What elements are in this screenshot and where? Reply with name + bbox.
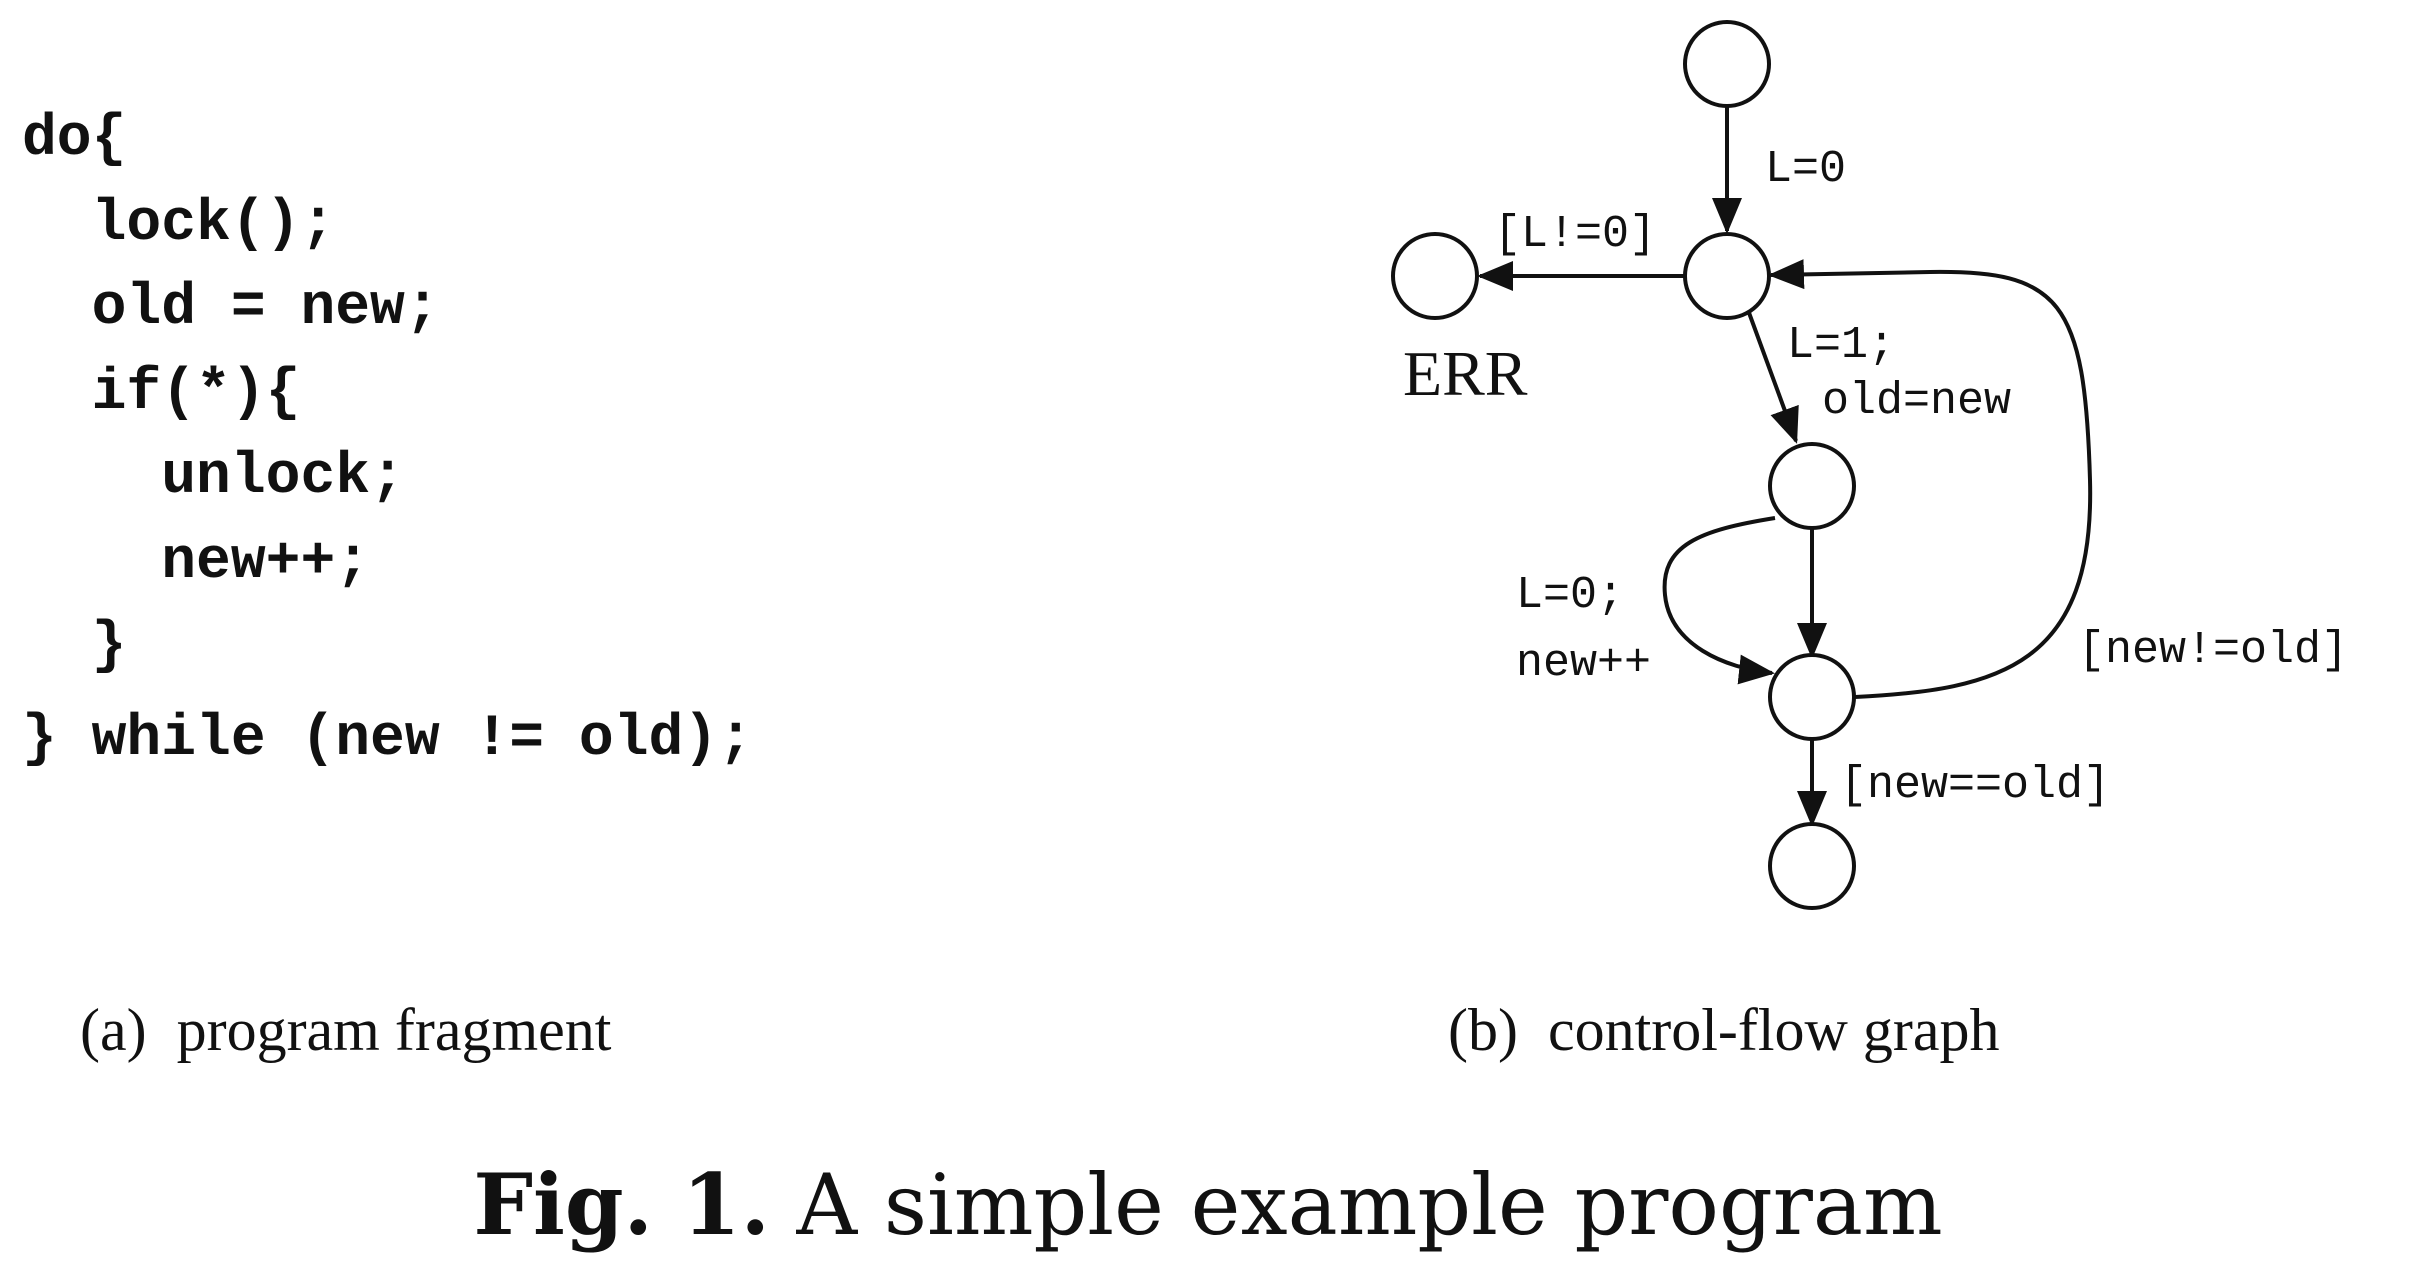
code-line: lock();: [22, 191, 336, 257]
edge-label-error: [L!=0]: [1494, 209, 1656, 260]
edge-lock: [1746, 309, 1799, 444]
figure-title: A simple example program: [796, 1156, 1943, 1254]
figure-label: Fig. 1.: [473, 1155, 770, 1254]
program-fragment-code: do{ lock(); old = new; if(*){ unlock; ne…: [22, 98, 753, 782]
node-loop-head: [1683, 232, 1771, 320]
edge-loop-back: [1768, 259, 2093, 699]
edge-label-exit: [new==old]: [1840, 760, 2110, 811]
control-flow-graph: ERR L=0 [L!=0] L=1; old=new L=0; new++ […: [1391, 20, 2348, 910]
code-line: do{: [22, 107, 127, 172]
edge-label-init: L=0: [1765, 144, 1846, 195]
err-label: ERR: [1403, 338, 1528, 409]
node-error: [1391, 232, 1479, 320]
code-line: if(*){: [22, 360, 301, 426]
code-line: old = new;: [22, 276, 440, 341]
edge-label-unlock-1: L=0;: [1516, 570, 1624, 621]
edge-label-unlock-2: new++: [1516, 638, 1651, 689]
code-line: new++;: [22, 529, 371, 595]
node-exit: [1768, 822, 1856, 910]
subcaption-a: (a) program fragment: [80, 997, 612, 1063]
edge-label-loop-back: [new!=old]: [2078, 625, 2348, 676]
code-line: }: [22, 614, 127, 679]
subcaption-b: (b) control-flow graph: [1448, 997, 2000, 1063]
edge-unlock: [1662, 516, 1776, 685]
code-line: unlock;: [22, 445, 405, 510]
figure-caption: Fig. 1. A simple example program: [0, 1155, 2416, 1254]
edge-label-lock-1: L=1;: [1787, 320, 1895, 371]
edge-label-lock-2: old=new: [1822, 376, 2011, 427]
node-branch: [1768, 442, 1856, 530]
node-entry: [1683, 20, 1771, 108]
node-join: [1768, 653, 1856, 741]
code-line: } while (new != old);: [22, 706, 753, 772]
